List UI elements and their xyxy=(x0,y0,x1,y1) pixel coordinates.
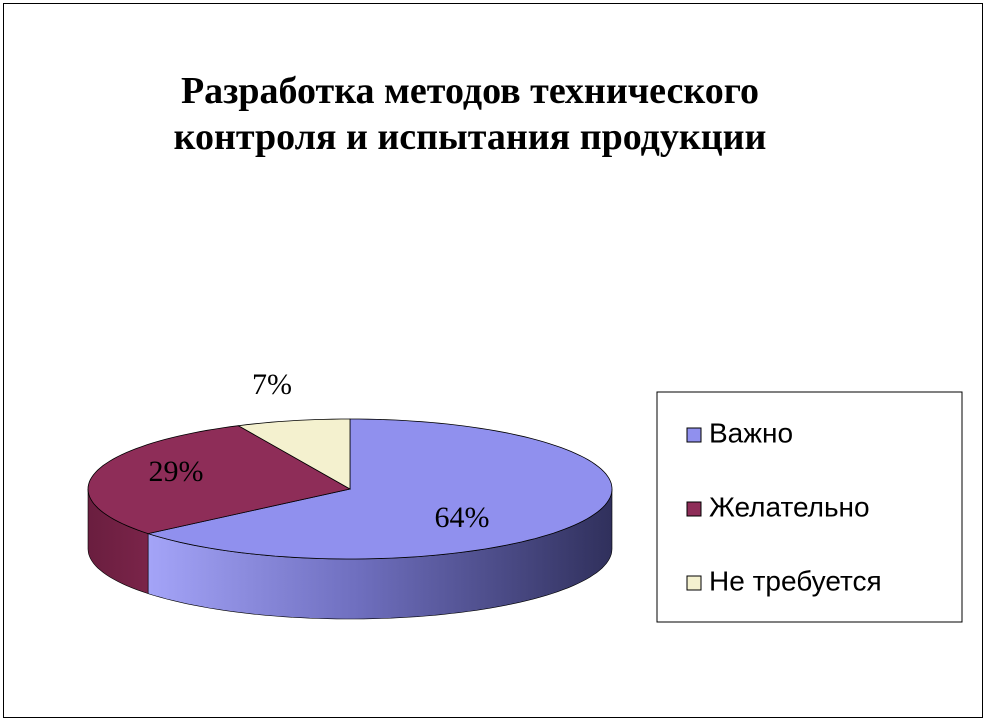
legend-swatch xyxy=(686,501,702,517)
legend-swatch xyxy=(686,575,702,591)
slice xyxy=(237,418,351,490)
slice xyxy=(87,425,352,535)
data-label: 64% xyxy=(435,501,490,534)
chart-title: Разработка методов технического контроля… xyxy=(173,70,767,158)
legend-label: Важно xyxy=(709,417,793,448)
legend-box xyxy=(656,391,963,623)
legend-label: Не требуется xyxy=(709,565,882,596)
slice xyxy=(146,418,613,560)
chart-frame xyxy=(3,3,983,718)
legend-label: Желательно xyxy=(709,491,870,522)
data-label: 7% xyxy=(252,368,292,401)
data-label: 29% xyxy=(149,455,204,488)
legend-swatch xyxy=(686,427,702,443)
